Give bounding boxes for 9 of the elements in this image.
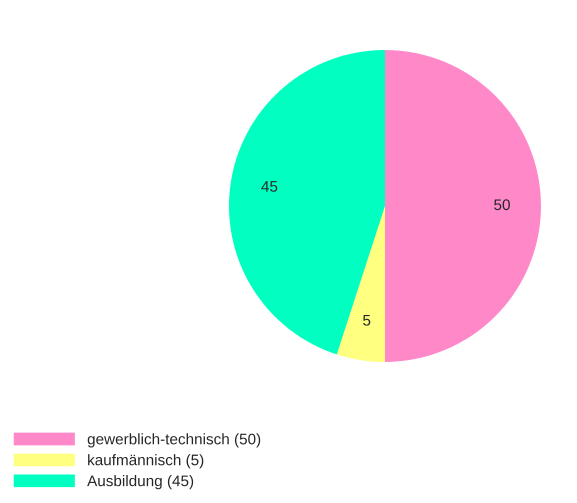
pie-slice <box>336 206 385 362</box>
data-label: 5 <box>363 315 370 326</box>
legend-label: kaufmännisch (5) <box>88 454 204 468</box>
legend-label: Ausbildung (45) <box>87 475 194 490</box>
data-label: 50 <box>494 199 510 210</box>
data-label: 45 <box>261 181 278 192</box>
pie-slice <box>229 50 385 354</box>
pie-slice <box>385 50 541 362</box>
legend-label: gewerblich-technisch (50) <box>88 433 260 448</box>
